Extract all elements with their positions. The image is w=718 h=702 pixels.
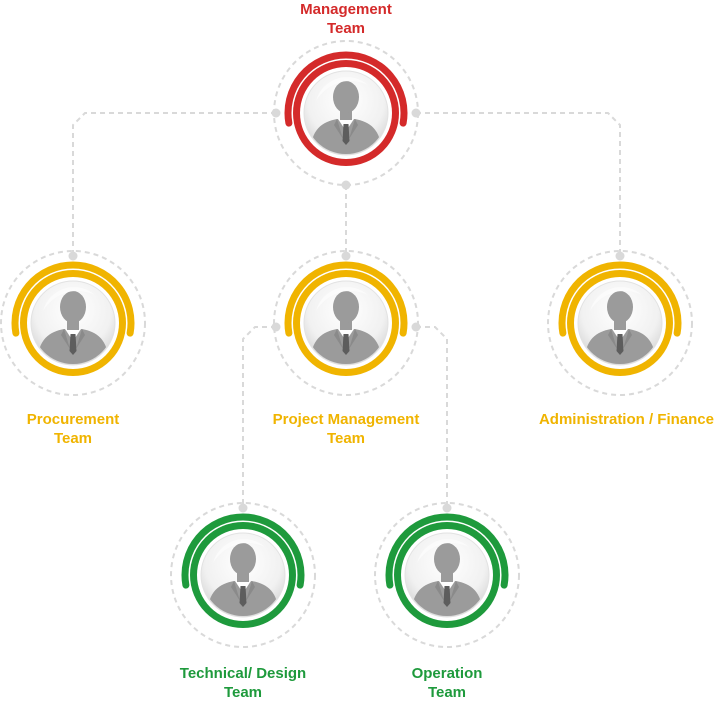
node-technical-design[interactable] (170, 502, 316, 648)
person-icon (584, 291, 656, 364)
connector-dot (411, 108, 421, 118)
label-operation: Operation Team (337, 664, 557, 702)
person-icon (310, 81, 382, 154)
connector-dot (341, 251, 351, 261)
label-line: Administration / Finance (538, 411, 714, 428)
label-line: Team (326, 430, 366, 447)
connector-management-to-procurement (72, 112, 276, 256)
gloss-highlight (213, 539, 265, 563)
connector-management-to-admin-finance (416, 112, 621, 256)
connector-dot (271, 108, 281, 118)
gloss-highlight (590, 287, 642, 311)
label-line: Team (223, 684, 263, 701)
gloss-highlight (43, 287, 95, 311)
accent-arc (385, 513, 509, 589)
outer-dashed-ring (547, 250, 693, 396)
accent-arc (558, 261, 682, 337)
label-management: Management Team (236, 0, 456, 38)
connector-dot (411, 322, 421, 332)
node-management[interactable] (273, 40, 419, 186)
node-project-management[interactable] (273, 250, 419, 396)
label-project-management: Project Management Team (236, 410, 456, 448)
label-line: Team (326, 20, 366, 37)
label-procurement: Procurement Team (0, 410, 183, 448)
outer-dashed-ring (374, 502, 520, 648)
accent-arc (284, 261, 408, 337)
person-icon (207, 543, 279, 616)
connectors (68, 108, 625, 513)
person-icon (411, 543, 483, 616)
connector-dot (238, 503, 248, 513)
label-technical-design: Technical/ Design Team (133, 664, 353, 702)
outer-dashed-ring (170, 502, 316, 648)
label-line: Procurement (26, 411, 120, 428)
node-admin-finance[interactable] (547, 250, 693, 396)
label-line: Team (53, 430, 93, 447)
gloss-highlight (417, 539, 469, 563)
label-line: Project Management (272, 411, 420, 428)
node-procurement[interactable] (0, 250, 146, 396)
outer-dashed-ring (273, 40, 419, 186)
connector-dot (442, 503, 452, 513)
label-line: Technical/ Design (179, 665, 307, 682)
node-operation[interactable] (374, 502, 520, 648)
label-line: Management (300, 1, 392, 18)
label-line: Operation (411, 665, 483, 682)
gloss-highlight (316, 77, 368, 101)
outer-dashed-ring (273, 250, 419, 396)
label-line: Team (427, 684, 467, 701)
connector-dot (271, 322, 281, 332)
person-icon (37, 291, 109, 364)
label-admin-finance: Administration / Finance (498, 410, 714, 429)
accent-arc (284, 51, 408, 127)
accent-arc (181, 513, 305, 589)
gloss-highlight (316, 287, 368, 311)
connector-project-management-to-operation (416, 326, 448, 508)
connector-dot (615, 251, 625, 261)
accent-arc (11, 261, 135, 337)
connector-dot (68, 251, 78, 261)
connector-project-management-to-technical-design (242, 326, 276, 508)
team-nodes (0, 40, 693, 648)
person-icon (310, 291, 382, 364)
outer-dashed-ring (0, 250, 146, 396)
